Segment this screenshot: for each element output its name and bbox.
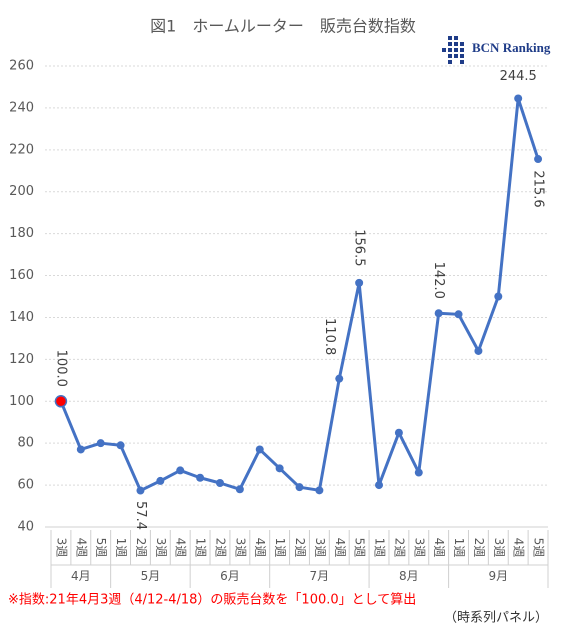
x-tick-label: 5週 xyxy=(353,538,367,558)
point xyxy=(534,155,543,164)
data-label: 156.5 xyxy=(352,229,367,266)
point xyxy=(196,473,205,482)
logo-text: BCN Ranking xyxy=(472,40,551,55)
y-tick-label: 240 xyxy=(9,100,34,115)
x-tick-label: 2週 xyxy=(293,538,307,558)
x-tick-label: 4週 xyxy=(432,538,446,558)
group-label: 6月 xyxy=(220,569,240,583)
data-label: 244.5 xyxy=(500,69,537,84)
x-tick-label: 3週 xyxy=(233,538,247,558)
point xyxy=(295,483,304,492)
y-tick-label: 180 xyxy=(9,226,34,241)
x-tick-label: 1週 xyxy=(373,538,387,558)
data-label: 57.4 xyxy=(133,501,148,530)
x-tick-label: 3週 xyxy=(313,538,327,558)
point xyxy=(275,464,284,473)
x-tick-label: 5週 xyxy=(532,538,546,558)
x-tick-label: 3週 xyxy=(54,538,68,558)
x-tick-label: 4週 xyxy=(74,538,88,558)
x-tick-label: 3週 xyxy=(492,538,506,558)
point xyxy=(96,439,105,448)
point xyxy=(76,445,85,454)
y-tick-label: 40 xyxy=(17,520,34,535)
x-tick-label: 2週 xyxy=(392,538,406,558)
point xyxy=(355,278,364,287)
point xyxy=(394,428,403,437)
y-tick-label: 260 xyxy=(9,59,34,74)
group-label: 7月 xyxy=(310,569,330,583)
point xyxy=(514,94,523,103)
point xyxy=(434,309,443,318)
data-label: 100.0 xyxy=(53,350,68,387)
line xyxy=(59,96,540,493)
y-tick-label: 200 xyxy=(9,184,34,199)
y-tick-label: 120 xyxy=(9,352,34,367)
x-tick-label: 3週 xyxy=(412,538,426,558)
x-tick-label: 2週 xyxy=(134,538,148,558)
x-tick-label: 4週 xyxy=(333,538,347,558)
x-tick-label: 5週 xyxy=(94,538,108,558)
source: （時系列パネル） xyxy=(444,611,548,626)
point xyxy=(136,486,145,495)
y-tick-label: 140 xyxy=(9,310,34,325)
point xyxy=(494,292,503,301)
data-label: 142.0 xyxy=(431,262,446,299)
point xyxy=(156,476,165,485)
y-tick-label: 100 xyxy=(9,394,34,409)
y-tick-label: 80 xyxy=(17,436,34,451)
point xyxy=(176,466,185,475)
x-tick-label: 3週 xyxy=(154,538,168,558)
point xyxy=(414,468,423,477)
point xyxy=(215,478,224,487)
y-tick-label: 160 xyxy=(9,268,34,283)
group-label: 5月 xyxy=(141,569,161,583)
logo-icon xyxy=(442,36,464,64)
data-label: 110.8 xyxy=(322,318,337,355)
x-tick-label: 1週 xyxy=(452,538,466,558)
x-tick-label: 1週 xyxy=(194,538,208,558)
x-tick-label: 4週 xyxy=(174,538,188,558)
point xyxy=(116,441,125,450)
group-label: 8月 xyxy=(399,569,419,583)
point xyxy=(474,346,483,355)
y-tick-label: 220 xyxy=(9,142,34,157)
x-tick-label: 1週 xyxy=(114,538,128,558)
x-tick-label: 4週 xyxy=(512,538,526,558)
x-tick-label: 2週 xyxy=(213,538,227,558)
note: ※指数:21年4月3週（4/12-4/18）の販売台数を「100.0」として算出 xyxy=(8,592,416,608)
chart-title: 図1 ホームルーター 販売台数指数 xyxy=(150,17,416,36)
point xyxy=(54,395,68,408)
x-tick-label: 1週 xyxy=(273,538,287,558)
point xyxy=(255,445,264,454)
point xyxy=(454,310,463,319)
data-label: 215.6 xyxy=(531,170,546,207)
point xyxy=(315,486,324,495)
point xyxy=(235,485,244,494)
x-tick-label: 4週 xyxy=(253,538,267,558)
y-tick-label: 60 xyxy=(17,478,34,493)
x-tick-label: 2週 xyxy=(472,538,486,558)
point xyxy=(335,374,344,383)
group-label: 4月 xyxy=(71,569,91,583)
group-label: 9月 xyxy=(488,569,508,583)
point xyxy=(375,481,384,490)
